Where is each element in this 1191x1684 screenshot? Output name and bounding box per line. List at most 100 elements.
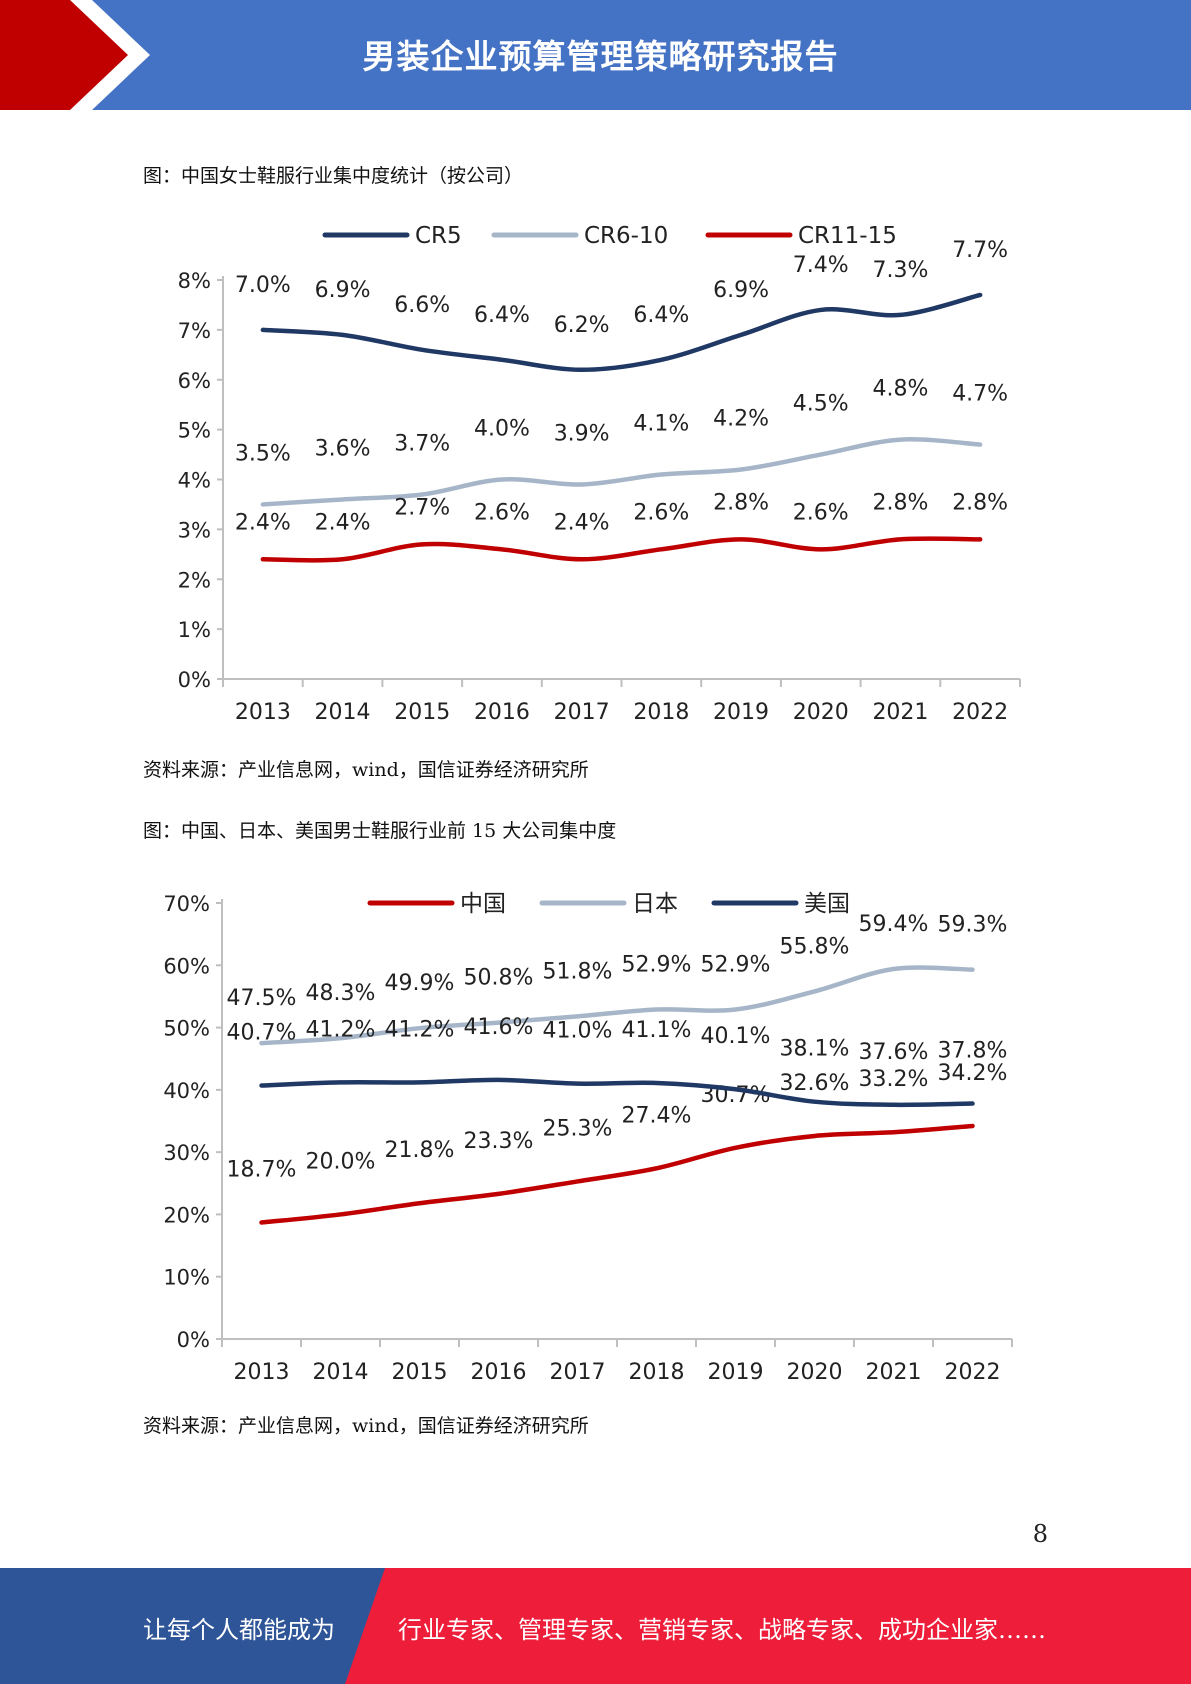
chart2-container: 0% 10% 20% 30% 40% 50% 60% 70% 2013 2014 2015 2016 2… [160,870,1040,1394]
header-arrow-icon [0,0,128,110]
data-label: 4.7% [952,382,1008,407]
data-label: 6.6% [394,293,450,318]
data-label: 6.4% [474,303,530,328]
data-label: 18.7% [227,1158,297,1183]
y-tick-label: 5% [178,419,211,443]
data-label: 6.9% [713,278,769,303]
x-tick-label: 2014 [315,700,371,725]
data-label: 6.4% [633,303,689,328]
data-label: 41.2% [385,1017,455,1042]
page-number: 8 [1032,1520,1048,1548]
y-tick-label: 0% [178,668,211,692]
data-label: 59.4% [859,912,929,937]
data-label: 4.1% [633,412,689,437]
x-tick-label: 2015 [392,1360,448,1385]
y-tick-label: 40% [163,1079,210,1103]
x-tick-label: 2013 [234,1360,290,1385]
data-label: 2.7% [394,495,450,520]
chart2-caption: 图：中国、日本、美国男士鞋服行业前 15 大公司集中度 [143,820,617,842]
data-label: 2.6% [793,500,849,525]
data-label: 2.4% [315,510,371,535]
x-tick-label: 2019 [713,700,769,725]
data-label: 51.8% [543,959,613,984]
x-tick-label: 2021 [866,1360,922,1385]
data-label: 2.6% [474,500,530,525]
x-tick-label: 2016 [471,1360,527,1385]
data-label: 50.8% [464,966,534,991]
header-banner [0,0,1191,110]
y-tick-label: 10% [163,1266,210,1290]
y-tick-label: 3% [178,518,211,542]
chart1-svg: 0% 1% 2% 3% 4% 5% 6% 7% 8% 2013 2014 2015 2016 2017 20… [178,223,1021,725]
data-label: 48.3% [306,981,376,1006]
data-label: 3.5% [235,441,291,466]
data-label: 52.9% [701,953,771,978]
x-tick-label: 2015 [394,700,450,725]
footer-slogan-right: 行业专家、管理专家、营销专家、战略专家、成功企业家…… [398,1616,1046,1644]
footer-banner [0,1568,1191,1684]
data-label: 3.6% [315,436,371,461]
data-label: 2.8% [952,490,1008,515]
data-label: 4.0% [474,417,530,442]
data-label: 7.3% [872,258,928,283]
data-label: 3.7% [394,431,450,456]
y-tick-label: 20% [163,1203,210,1227]
series-line-1-1 [260,437,983,507]
chart1-caption: 图：中国女士鞋服行业集中度统计（按公司） [143,165,524,187]
legend-label: CR11-15 [798,223,897,249]
legend-label: 中国 [460,891,506,917]
x-tick-label: 2018 [633,700,689,725]
data-label: 37.8% [938,1039,1008,1064]
data-label: 2.8% [872,490,928,515]
data-label: 37.6% [859,1040,929,1065]
data-label: 27.4% [622,1103,692,1128]
data-label: 7.4% [793,253,849,278]
data-label: 21.8% [385,1138,455,1163]
data-label: 41.2% [306,1017,376,1042]
chart2-svg: 0% 10% 20% 30% 40% 50% 60% 70% 2013 2014 2015 2016 2… [163,891,1013,1385]
y-tick-label: 1% [178,618,211,642]
data-label: 6.9% [315,278,371,303]
x-tick-label: 2019 [708,1360,764,1385]
x-tick-label: 2022 [952,700,1008,725]
y-tick-label: 60% [163,954,210,978]
data-label: 38.1% [780,1037,850,1062]
series-line-1-2 [260,536,983,563]
chart2-source: 资料来源：产业信息网，wind，国信证券经济研究所 [143,1415,589,1437]
y-tick-label: 70% [163,892,210,916]
x-tick-label: 2017 [550,1360,606,1385]
data-label: 59.3% [938,913,1008,938]
data-label: 49.9% [385,971,455,996]
page-footer: 让每个人都能成为 行业专家、管理专家、营销专家、战略专家、成功企业家…… [0,1568,1191,1684]
x-tick-label: 2022 [945,1360,1001,1385]
x-tick-label: 2020 [793,700,849,725]
data-label: 23.3% [464,1129,534,1154]
y-tick-label: 7% [178,319,211,343]
chart1-container: 0% 1% 2% 3% 4% 5% 6% 7% 8% 2013 2014 2015 2016 2017 20… [160,205,1040,739]
y-tick-label: 2% [178,568,211,592]
chart1-source: 资料来源：产业信息网，wind，国信证券经济研究所 [143,759,589,781]
x-tick-label: 2016 [474,700,530,725]
series-line-1-0 [260,292,983,373]
y-tick-label: 8% [178,269,211,293]
legend-label: CR6-10 [584,223,668,249]
x-tick-label: 2014 [313,1360,369,1385]
data-label: 4.2% [713,407,769,432]
footer-slogan-left: 让每个人都能成为 [143,1616,335,1644]
y-tick-label: 30% [163,1141,210,1165]
x-tick-label: 2018 [629,1360,685,1385]
data-label: 55.8% [780,934,850,959]
data-label: 7.7% [952,238,1008,263]
data-label: 33.2% [859,1067,929,1092]
legend-label: 美国 [804,891,850,917]
data-label: 32.6% [780,1071,850,1096]
y-tick-label: 0% [177,1328,210,1352]
x-tick-label: 2013 [235,700,291,725]
x-tick-label: 2017 [554,700,610,725]
y-tick-label: 6% [178,369,211,393]
data-label: 2.4% [235,510,291,535]
series-line-2-0 [259,1123,975,1225]
data-label: 2.8% [713,490,769,515]
data-label: 2.6% [633,500,689,525]
data-label: 7.0% [235,273,291,298]
